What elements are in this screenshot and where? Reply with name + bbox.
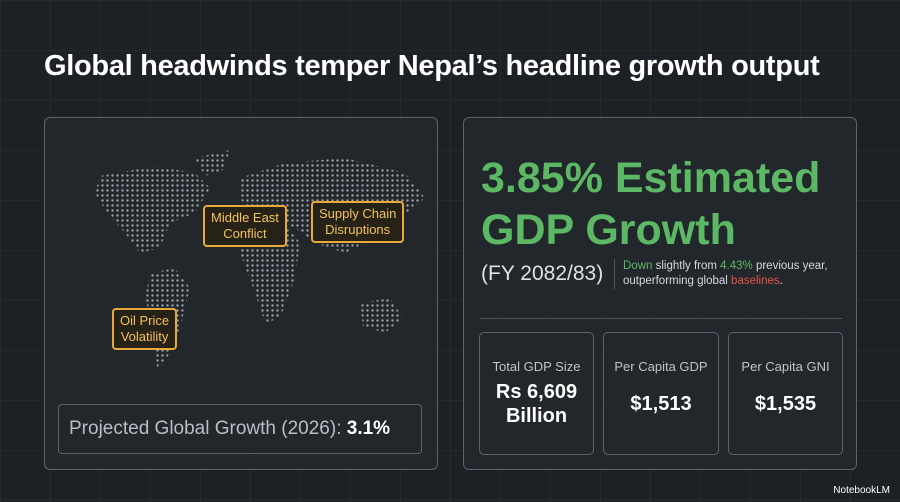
callout-line: Volatility xyxy=(120,329,169,344)
slide-title: Global headwinds temper Nepal’s headline… xyxy=(44,50,820,82)
callout: Oil Price Volatility xyxy=(112,308,178,350)
callout-line: Middle East xyxy=(211,210,279,225)
note-segment: baselines xyxy=(731,275,780,287)
note-segment: previous year, outperforming global xyxy=(623,260,828,287)
headline: 3.85% Estimated GDP Growth xyxy=(481,154,821,254)
callout: Middle East Conflict xyxy=(203,205,287,247)
stat-card: Per Capita GDP $1,513 xyxy=(603,332,719,455)
note-segment: Down xyxy=(623,260,653,272)
projection-value: 3.1% xyxy=(346,418,391,439)
card-label: Total GDP Size xyxy=(492,359,581,374)
callout-line: Disruptions xyxy=(325,222,391,237)
card-value: $1,535 xyxy=(754,393,817,415)
note-segment: 4.43% xyxy=(720,260,753,272)
brand: NotebookLM xyxy=(833,485,890,496)
world-map xyxy=(95,150,425,368)
note-segment: slightly from xyxy=(652,260,721,272)
card-label: Per Capita GNI xyxy=(741,359,830,374)
callout-line: Oil Price xyxy=(120,313,170,328)
map-panel xyxy=(44,117,438,470)
stat-card: Total GDP Size Rs 6,609 Billion xyxy=(479,332,594,455)
note: Down slightly from 4.43% previous year, … xyxy=(614,259,853,289)
projection-box: Projected Global Growth (2026): 3.1% xyxy=(58,404,422,454)
period: (FY 2082/83) xyxy=(481,262,604,285)
projection-label: Projected Global Growth (2026): xyxy=(69,418,342,439)
card-value: $1,513 xyxy=(630,393,692,415)
separator xyxy=(480,318,842,319)
gdp-panel xyxy=(463,117,857,470)
card-value: Rs 6,609 Billion xyxy=(495,381,578,427)
callout-line: Conflict xyxy=(223,226,267,241)
callout: Supply Chain Disruptions xyxy=(311,201,405,243)
stat-card: Per Capita GNI $1,535 xyxy=(728,332,843,455)
card-label: Per Capita GDP xyxy=(614,359,708,374)
callout-line: Supply Chain xyxy=(319,206,397,221)
note-segment: . xyxy=(779,275,783,287)
